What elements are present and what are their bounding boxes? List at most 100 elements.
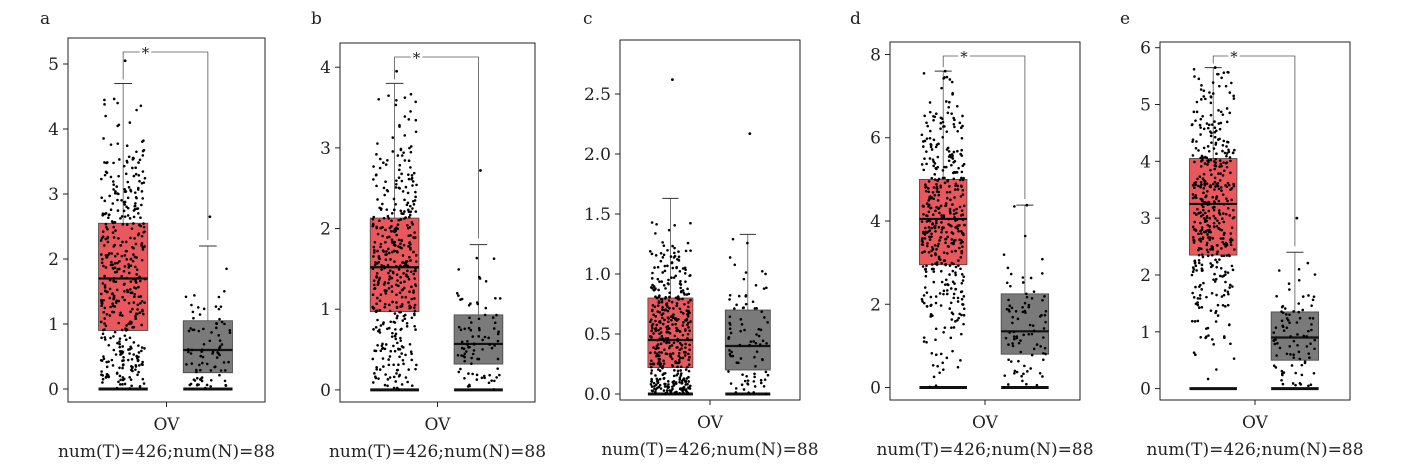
data-point bbox=[1218, 213, 1222, 216]
data-point bbox=[139, 302, 142, 305]
data-point bbox=[107, 343, 111, 347]
data-point bbox=[126, 196, 130, 200]
data-point bbox=[1199, 156, 1202, 160]
data-point bbox=[103, 336, 107, 339]
data-point bbox=[1209, 230, 1212, 234]
data-point bbox=[136, 359, 140, 362]
data-point bbox=[1288, 321, 1291, 325]
data-point bbox=[1290, 364, 1294, 367]
data-point bbox=[1209, 134, 1213, 138]
data-point bbox=[650, 309, 654, 313]
data-point bbox=[650, 372, 653, 375]
data-point bbox=[406, 264, 410, 268]
data-point bbox=[1007, 298, 1010, 302]
data-point bbox=[1192, 236, 1195, 239]
data-point bbox=[934, 338, 937, 342]
data-point bbox=[372, 245, 376, 249]
data-point bbox=[686, 365, 689, 369]
data-point bbox=[940, 230, 943, 234]
data-point bbox=[667, 228, 671, 232]
data-point bbox=[1202, 281, 1205, 285]
data-point bbox=[930, 235, 933, 238]
data-point bbox=[923, 114, 926, 118]
data-point bbox=[673, 223, 676, 227]
data-point bbox=[384, 373, 387, 376]
data-point bbox=[1301, 308, 1305, 312]
data-point bbox=[407, 215, 411, 219]
data-point bbox=[410, 297, 413, 301]
data-point bbox=[191, 328, 195, 332]
normal-points bbox=[455, 169, 502, 391]
data-point bbox=[1308, 316, 1312, 320]
data-point bbox=[471, 352, 475, 356]
data-point bbox=[1029, 367, 1032, 370]
data-point bbox=[390, 238, 394, 241]
data-point bbox=[1212, 200, 1216, 203]
data-point bbox=[1228, 254, 1231, 258]
data-point bbox=[921, 240, 925, 244]
data-point bbox=[666, 320, 670, 324]
data-point bbox=[399, 218, 403, 221]
data-point bbox=[1217, 109, 1220, 112]
data-point bbox=[396, 279, 399, 282]
data-point bbox=[920, 297, 924, 301]
data-point bbox=[956, 130, 959, 133]
data-point bbox=[737, 294, 741, 298]
data-point bbox=[920, 220, 924, 223]
data-point bbox=[386, 214, 390, 218]
data-point bbox=[1023, 364, 1026, 368]
y-tick-label: 3 bbox=[48, 185, 59, 205]
data-point bbox=[1210, 131, 1213, 135]
data-point bbox=[1309, 383, 1313, 387]
data-point bbox=[375, 272, 379, 275]
data-point bbox=[134, 315, 137, 318]
data-point bbox=[495, 376, 498, 379]
data-point bbox=[1021, 281, 1025, 284]
data-point bbox=[688, 384, 692, 388]
data-point bbox=[1223, 289, 1227, 292]
data-point bbox=[932, 186, 936, 189]
data-point bbox=[118, 340, 121, 343]
data-point bbox=[412, 291, 415, 294]
data-point bbox=[397, 238, 401, 242]
data-point bbox=[926, 214, 929, 218]
data-point bbox=[400, 352, 403, 355]
y-tick-label: 4 bbox=[1140, 152, 1151, 172]
data-point bbox=[654, 319, 657, 323]
data-point bbox=[958, 246, 961, 250]
data-point bbox=[384, 292, 388, 295]
plot-frame bbox=[889, 41, 1081, 401]
data-point bbox=[128, 387, 132, 390]
data-point bbox=[948, 78, 952, 81]
data-point bbox=[735, 361, 739, 364]
data-point bbox=[947, 150, 951, 153]
data-point bbox=[390, 276, 394, 280]
data-point bbox=[739, 329, 742, 333]
data-point bbox=[141, 197, 144, 200]
data-point bbox=[1027, 332, 1031, 336]
data-point bbox=[957, 264, 960, 267]
data-point bbox=[1221, 303, 1225, 307]
data-point bbox=[946, 283, 949, 286]
data-point bbox=[103, 98, 106, 102]
data-point bbox=[672, 307, 675, 310]
data-point bbox=[1197, 232, 1200, 236]
data-point bbox=[1213, 188, 1216, 191]
data-point bbox=[753, 385, 757, 388]
data-point bbox=[1043, 313, 1047, 317]
data-point bbox=[412, 272, 416, 276]
data-point bbox=[406, 201, 410, 205]
data-point bbox=[119, 217, 122, 220]
data-point bbox=[658, 311, 662, 314]
data-point bbox=[414, 367, 417, 371]
data-point bbox=[683, 354, 687, 357]
data-point bbox=[1196, 301, 1199, 304]
data-point bbox=[960, 272, 964, 276]
data-point bbox=[111, 302, 114, 305]
data-point bbox=[398, 291, 402, 295]
data-point bbox=[942, 215, 946, 219]
data-point bbox=[1198, 175, 1202, 178]
data-point bbox=[118, 366, 121, 370]
data-point bbox=[196, 306, 200, 309]
data-point bbox=[765, 342, 768, 345]
